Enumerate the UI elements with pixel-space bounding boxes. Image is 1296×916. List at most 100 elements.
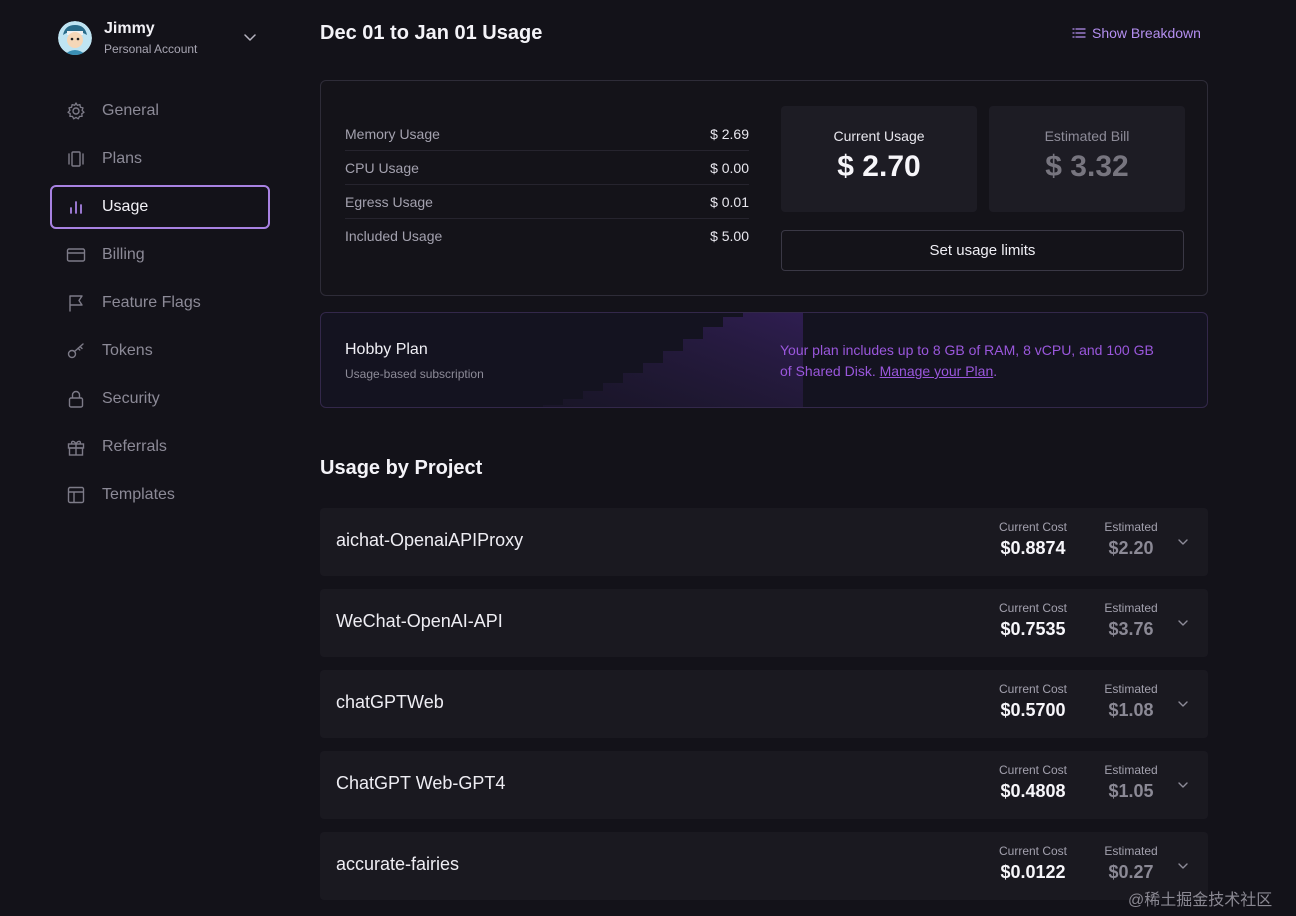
sidebar-item-label: Billing	[102, 246, 145, 263]
usage-row-value: $ 0.00	[710, 159, 749, 176]
sidebar-item-security[interactable]: Security	[50, 377, 270, 421]
estimated-bill-value: $ 3.32	[1045, 150, 1129, 183]
sidebar-item-billing[interactable]: Billing	[50, 233, 270, 277]
flag-icon	[66, 293, 86, 313]
usage-by-project-title: Usage by Project	[320, 457, 483, 479]
sidebar-item-label: Feature Flags	[102, 294, 201, 311]
project-name: WeChat-OpenAI-API	[336, 611, 503, 631]
avatar	[58, 21, 92, 55]
page-title: Dec 01 to Jan 01 Usage	[320, 22, 543, 44]
plan-subtitle: Usage-based subscription	[345, 367, 484, 381]
usage-row-value: $ 2.69	[710, 125, 749, 142]
estimated-cost-value: $2.20	[1108, 538, 1154, 558]
current-cost-value: $0.7535	[1000, 619, 1066, 639]
chevron-down-icon[interactable]	[1177, 698, 1189, 710]
sidebar-item-templates[interactable]: Templates	[50, 473, 270, 517]
usage-row-cpu: CPU Usage $ 0.00	[345, 151, 749, 185]
project-row[interactable]: ChatGPT Web-GPT4 Current Cost $0.4808 Es…	[320, 751, 1208, 819]
estimated-cost: Estimated $1.08	[1090, 682, 1172, 721]
usage-row-included: Included Usage $ 5.00	[345, 219, 749, 253]
sidebar-item-label: Tokens	[102, 342, 153, 359]
current-cost-label: Current Cost	[998, 763, 1068, 777]
estimated-cost-label: Estimated	[1104, 601, 1158, 615]
show-breakdown-button[interactable]: Show Breakdown	[1072, 25, 1201, 41]
estimated-cost: Estimated $3.76	[1090, 601, 1172, 640]
credit-card-icon	[66, 245, 86, 265]
template-icon	[66, 485, 86, 505]
project-list: aichat-OpenaiAPIProxy Current Cost $0.88…	[320, 508, 1208, 913]
current-cost-value: $0.5700	[1000, 700, 1066, 720]
sidebar-item-plans[interactable]: Plans	[50, 137, 270, 181]
sidebar-item-label: Security	[102, 390, 160, 407]
plan-description-text: Your plan includes up to 8 GB of RAM, 8 …	[780, 342, 1154, 379]
chevron-down-icon[interactable]	[1177, 536, 1189, 548]
plan-description: Your plan includes up to 8 GB of RAM, 8 …	[780, 340, 1160, 382]
sidebar-item-label: Referrals	[102, 438, 167, 455]
usage-summary-card: Memory Usage $ 2.69 CPU Usage $ 0.00 Egr…	[320, 80, 1208, 296]
gift-icon	[66, 437, 86, 457]
sidebar-item-tokens[interactable]: Tokens	[50, 329, 270, 373]
account-type: Personal Account	[104, 42, 198, 56]
plan-description-suffix: .	[993, 363, 998, 379]
usage-row-label: Egress Usage	[345, 193, 433, 210]
key-icon	[66, 341, 86, 361]
estimated-cost: Estimated $1.05	[1090, 763, 1172, 802]
estimated-bill-label: Estimated Bill	[1044, 128, 1130, 144]
plan-card: Hobby Plan Usage-based subscription Your…	[320, 312, 1208, 408]
current-cost-value: $0.8874	[1000, 538, 1066, 558]
current-cost: Current Cost $0.7535	[982, 601, 1084, 640]
project-row[interactable]: chatGPTWeb Current Cost $0.5700 Estimate…	[320, 670, 1208, 738]
account-switcher[interactable]: Jimmy Personal Account	[58, 18, 268, 58]
usage-row-egress: Egress Usage $ 0.01	[345, 185, 749, 219]
sidebar-item-usage[interactable]: Usage	[50, 185, 270, 229]
usage-row-value: $ 5.00	[710, 228, 749, 244]
sidebar-item-feature-flags[interactable]: Feature Flags	[50, 281, 270, 325]
estimated-cost-value: $1.05	[1108, 781, 1154, 801]
current-usage-label: Current Usage	[833, 128, 925, 144]
sidebar-nav: General Plans Usage Billing Feature Flag…	[50, 89, 270, 521]
account-name: Jimmy	[104, 20, 155, 37]
current-cost: Current Cost $0.4808	[982, 763, 1084, 802]
chevron-down-icon[interactable]	[242, 29, 258, 45]
usage-breakdown-list: Memory Usage $ 2.69 CPU Usage $ 0.00 Egr…	[345, 117, 749, 253]
estimated-cost-value: $1.08	[1108, 700, 1154, 720]
estimated-bill-box: Estimated Bill $ 3.32	[989, 106, 1185, 212]
manage-plan-link[interactable]: Manage your Plan	[879, 363, 994, 379]
estimated-cost-value: $0.27	[1108, 862, 1154, 882]
estimated-cost-label: Estimated	[1104, 682, 1158, 696]
current-cost: Current Cost $0.8874	[982, 520, 1084, 559]
current-cost-label: Current Cost	[998, 682, 1068, 696]
estimated-cost-value: $3.76	[1108, 619, 1154, 639]
current-cost-value: $0.4808	[1000, 781, 1066, 801]
current-cost-value: $0.0122	[1000, 862, 1066, 882]
sidebar-item-label: Templates	[102, 486, 175, 503]
list-icon	[1072, 28, 1086, 38]
usage-row-label: Included Usage	[345, 228, 443, 244]
project-name: ChatGPT Web-GPT4	[336, 773, 506, 793]
chevron-down-icon[interactable]	[1177, 617, 1189, 629]
set-usage-limits-button[interactable]: Set usage limits	[781, 230, 1184, 271]
usage-row-label: Memory Usage	[345, 125, 440, 142]
current-cost-label: Current Cost	[998, 844, 1068, 858]
chevron-down-icon[interactable]	[1177, 860, 1189, 872]
sidebar-item-label: Usage	[102, 198, 149, 215]
sidebar-item-general[interactable]: General	[50, 89, 270, 133]
lock-icon	[66, 389, 86, 409]
gear-icon	[66, 101, 86, 121]
chevron-down-icon[interactable]	[1177, 779, 1189, 791]
usage-row-value: $ 0.01	[710, 193, 749, 210]
project-row[interactable]: accurate-fairies Current Cost $0.0122 Es…	[320, 832, 1208, 900]
project-row[interactable]: aichat-OpenaiAPIProxy Current Cost $0.88…	[320, 508, 1208, 576]
project-row[interactable]: WeChat-OpenAI-API Current Cost $0.7535 E…	[320, 589, 1208, 657]
sidebar-item-label: Plans	[102, 150, 143, 167]
usage-row-memory: Memory Usage $ 2.69	[345, 117, 749, 151]
sidebar-item-label: General	[102, 102, 159, 119]
current-cost: Current Cost $0.5700	[982, 682, 1084, 721]
sidebar-item-referrals[interactable]: Referrals	[50, 425, 270, 469]
plan-decoration	[543, 313, 803, 407]
project-name: chatGPTWeb	[336, 692, 444, 712]
project-name: aichat-OpenaiAPIProxy	[336, 530, 524, 550]
watermark: @稀土掘金技术社区	[1128, 892, 1273, 909]
show-breakdown-label: Show Breakdown	[1092, 25, 1201, 41]
